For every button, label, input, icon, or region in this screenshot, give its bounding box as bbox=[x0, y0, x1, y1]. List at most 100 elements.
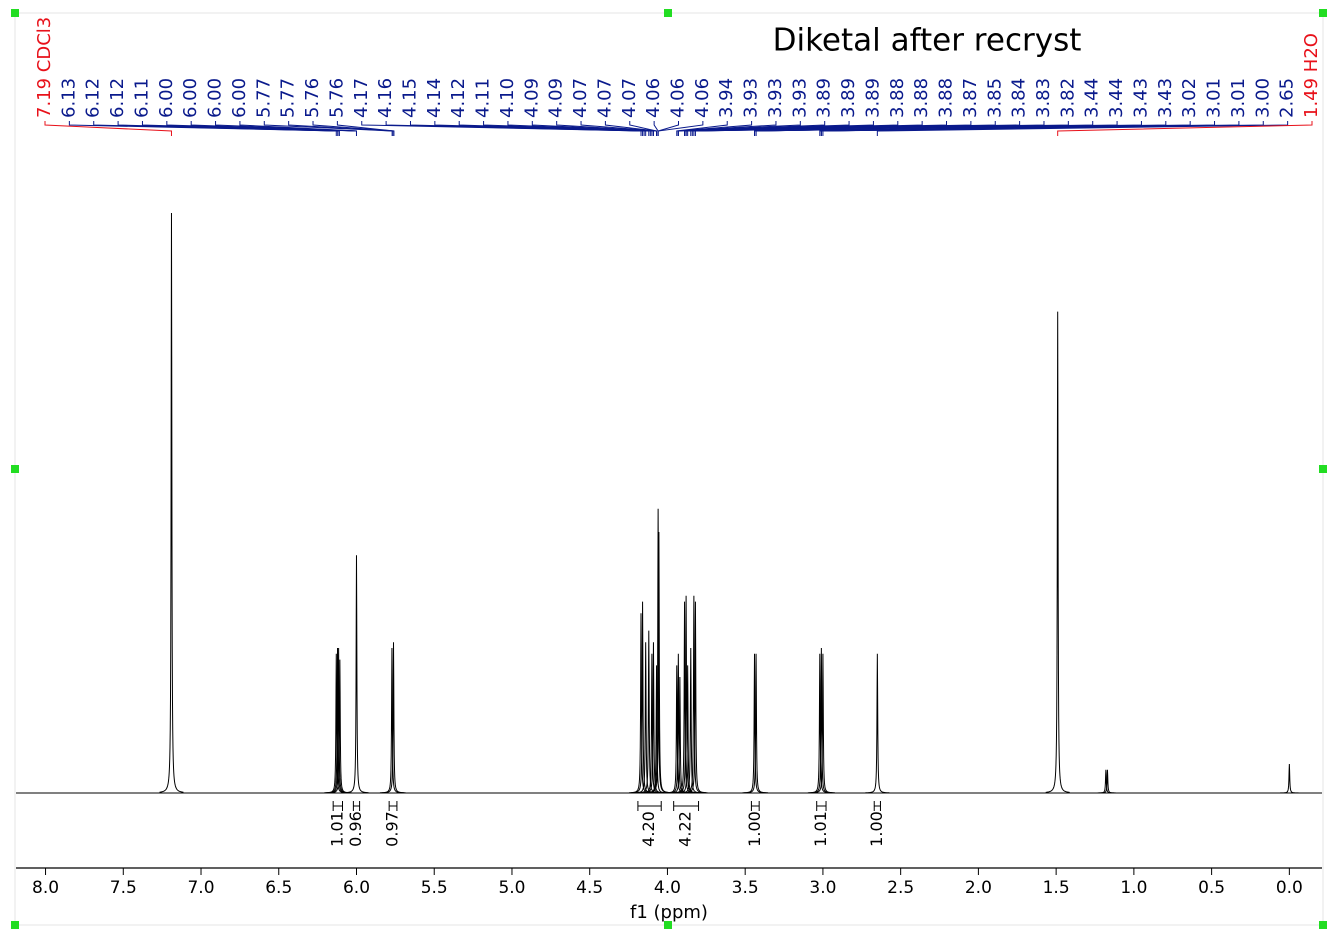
integral-label: 4.22 bbox=[676, 811, 695, 847]
integral-bracket bbox=[332, 801, 343, 811]
spectrum-peak bbox=[1045, 311, 1070, 793]
peak-label: 6.00 bbox=[229, 78, 250, 118]
x-tick-label: 5.5 bbox=[421, 878, 448, 898]
peak-label: 3.82 bbox=[1057, 78, 1078, 118]
peak-leader bbox=[1057, 121, 1313, 136]
frame bbox=[14, 12, 1324, 926]
peak-label: 3.89 bbox=[814, 78, 835, 118]
chart-title: Diketal after recryst bbox=[773, 23, 1082, 59]
peak-label: 4.07 bbox=[619, 78, 640, 118]
x-tick-label: 2.0 bbox=[965, 878, 992, 898]
peak-label: 3.89 bbox=[862, 78, 883, 118]
peak-label: 4.16 bbox=[375, 78, 396, 118]
spectrum-peak bbox=[809, 647, 834, 794]
peak-label: 4.07 bbox=[570, 78, 591, 118]
spectrum-peak bbox=[381, 642, 406, 794]
peak-label: 5.76 bbox=[302, 78, 323, 118]
peak-leader bbox=[483, 121, 651, 136]
peak-label: 4.09 bbox=[546, 78, 567, 118]
peak-leader bbox=[556, 121, 654, 136]
peak-label: 3.94 bbox=[716, 78, 737, 118]
peak-label: 4.14 bbox=[424, 78, 445, 118]
peak-leader bbox=[44, 121, 172, 136]
integral-bracket bbox=[873, 801, 881, 811]
peak-label: 6.11 bbox=[131, 78, 152, 118]
peak-label: 6.00 bbox=[205, 78, 226, 118]
peak-label: 4.07 bbox=[594, 78, 615, 118]
x-tick-label: 0.0 bbox=[1276, 878, 1303, 898]
peak-leader bbox=[166, 121, 357, 136]
handle bbox=[664, 9, 672, 17]
peak-label: 3.01 bbox=[1228, 78, 1249, 118]
integral-bracket bbox=[750, 801, 760, 811]
integral-bracket bbox=[637, 801, 662, 811]
spectrum-peak bbox=[744, 653, 769, 794]
x-tick-label: 2.5 bbox=[887, 878, 914, 898]
x-tick-label: 3.5 bbox=[732, 878, 759, 898]
peak-label: 1.49 H2O bbox=[1301, 33, 1322, 118]
spectrum-peak bbox=[1277, 763, 1302, 794]
peak-label: 5.77 bbox=[253, 78, 274, 118]
integral-label: 0.96 bbox=[346, 811, 365, 847]
integral-label: 1.00 bbox=[867, 811, 886, 847]
x-tick-label: 5.0 bbox=[498, 878, 525, 898]
peak-leader bbox=[677, 121, 801, 136]
peak-label: 6.00 bbox=[156, 78, 177, 118]
peak-label: 3.43 bbox=[1155, 78, 1176, 118]
handles bbox=[11, 9, 1327, 929]
peak-leader bbox=[755, 121, 1167, 136]
integral-bracket bbox=[352, 801, 361, 811]
peak-leader bbox=[336, 121, 395, 136]
integral-bracket bbox=[673, 801, 700, 811]
spectrum-peak bbox=[742, 653, 767, 794]
peak-label: 3.01 bbox=[1204, 78, 1225, 118]
peak-label: 5.77 bbox=[278, 78, 299, 118]
peak-label: 7.19 CDCl3 bbox=[34, 17, 55, 118]
x-tick-label: 6.5 bbox=[265, 878, 292, 898]
peak-label: 6.00 bbox=[180, 78, 201, 118]
x-tick-label: 1.0 bbox=[1120, 878, 1147, 898]
peak-label: 4.09 bbox=[521, 78, 542, 118]
handle bbox=[11, 921, 19, 929]
peak-leader bbox=[239, 121, 357, 136]
handle bbox=[1319, 921, 1327, 929]
peak-label: 5.76 bbox=[326, 78, 347, 118]
handle bbox=[11, 465, 19, 473]
x-tick-label: 1.5 bbox=[1043, 878, 1070, 898]
peak-leader bbox=[312, 121, 395, 136]
x-tick-label: 8.0 bbox=[32, 878, 59, 898]
peak-label: 3.00 bbox=[1252, 78, 1273, 118]
peak-leader bbox=[507, 121, 653, 136]
peak-leader bbox=[822, 121, 1264, 136]
peak-label: 6.12 bbox=[107, 78, 128, 118]
peak-leader bbox=[676, 121, 728, 136]
peak-leader bbox=[141, 121, 340, 136]
peak-label: 3.87 bbox=[960, 78, 981, 118]
peak-label: 3.93 bbox=[741, 78, 762, 118]
peak-label: 2.65 bbox=[1277, 78, 1298, 118]
peak-leader bbox=[288, 121, 393, 136]
spectrum-peak bbox=[1095, 769, 1120, 794]
peak-label: 4.06 bbox=[668, 78, 689, 118]
spectrum-peak bbox=[683, 601, 708, 794]
peak-label: 3.02 bbox=[1179, 78, 1200, 118]
peak-label: 4.06 bbox=[643, 78, 664, 118]
peak-leader bbox=[657, 121, 704, 136]
x-tick-label: 4.0 bbox=[654, 878, 681, 898]
peak-label: 4.10 bbox=[497, 78, 518, 118]
peak-label: 3.88 bbox=[887, 78, 908, 118]
peak-label: 3.84 bbox=[1009, 78, 1030, 118]
peak-leader bbox=[694, 121, 1069, 136]
peak-label: 4.06 bbox=[692, 78, 713, 118]
spectrum-peak bbox=[344, 555, 369, 794]
peak-label: 6.12 bbox=[83, 78, 104, 118]
peak-label: 4.17 bbox=[351, 78, 372, 118]
integral-label: 1.00 bbox=[745, 811, 764, 847]
spectrum-peak bbox=[865, 653, 890, 794]
x-tick-label: 7.5 bbox=[110, 878, 137, 898]
x-tick-label: 4.5 bbox=[576, 878, 603, 898]
x-tick-label: 0.5 bbox=[1198, 878, 1225, 898]
peak-label: 3.93 bbox=[789, 78, 810, 118]
peak-label: 3.93 bbox=[765, 78, 786, 118]
